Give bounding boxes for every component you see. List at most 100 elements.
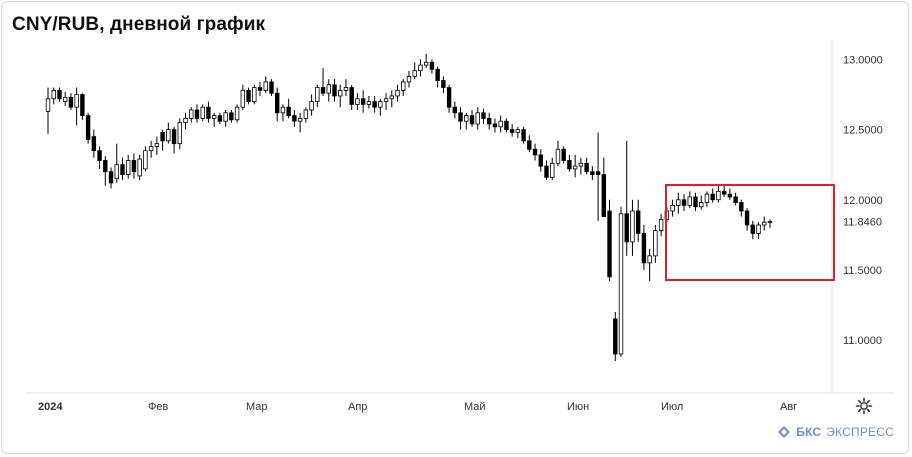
candle-body: [246, 89, 251, 102]
candle-body: [572, 165, 578, 170]
candle-body: [395, 89, 400, 97]
candle-body: [429, 61, 435, 70]
candle-body: [137, 158, 142, 177]
candle-body: [257, 87, 263, 91]
candle-body: [309, 101, 314, 111]
candle-body: [303, 109, 309, 119]
settings-gear-icon[interactable]: [855, 397, 873, 415]
candle-body: [704, 193, 710, 203]
candle-body: [194, 109, 200, 119]
candle-body: [681, 199, 687, 206]
candle-body: [131, 160, 137, 173]
candle-body: [338, 89, 343, 97]
candle-body: [120, 164, 125, 175]
candle-body: [538, 154, 543, 167]
candle-body: [378, 101, 383, 108]
candle-body: [693, 196, 698, 208]
candle-body: [240, 89, 246, 108]
candle-body: [62, 96, 68, 102]
y-tick-label: 11.0000: [843, 335, 882, 347]
highlight-box: [665, 184, 835, 281]
last-price-label: 11.8460: [843, 216, 882, 228]
candle-body: [739, 202, 744, 212]
candle-body: [641, 233, 647, 264]
candle-body: [217, 115, 223, 122]
candle-body: [595, 171, 601, 175]
candle-body: [464, 115, 469, 122]
candle-body: [211, 115, 217, 119]
candle-body: [521, 129, 526, 142]
candle-body: [561, 148, 566, 161]
y-tick-label: 12.5000: [843, 125, 883, 137]
candle-body: [504, 120, 509, 131]
chart-title: CNY/RUB, дневной график: [12, 14, 266, 35]
candle-body: [177, 122, 182, 145]
candle-body: [544, 165, 549, 178]
candle-body: [710, 193, 715, 201]
candle-body: [189, 109, 194, 119]
candle-body: [108, 171, 114, 184]
candle-body: [618, 213, 624, 355]
candle-body: [68, 96, 74, 108]
candle-body: [383, 98, 389, 102]
candle-body: [154, 143, 160, 147]
candle-body: [229, 112, 234, 121]
x-tick-label: Апр: [348, 401, 367, 413]
candle-body: [292, 115, 297, 122]
y-tick-label: 11.5000: [843, 265, 882, 277]
candle-body: [349, 87, 354, 105]
candle-body: [423, 61, 429, 66]
candle-body: [446, 87, 452, 108]
candle-body: [527, 140, 532, 150]
candle-body: [699, 202, 704, 208]
candle-body: [343, 87, 349, 91]
candle-body: [515, 129, 521, 133]
candle-body: [767, 220, 773, 223]
brand-logo: БКС ЭКСПРЕСС: [777, 425, 894, 439]
candle-body: [355, 98, 360, 105]
candle-body: [280, 106, 286, 114]
candle-body: [320, 87, 326, 94]
candle-body: [498, 120, 503, 128]
candle-body: [624, 213, 629, 243]
x-tick-label: Июн: [567, 401, 589, 413]
candle-body: [326, 84, 331, 94]
candle-body: [744, 210, 750, 226]
candle-body: [406, 75, 412, 83]
candle-body: [143, 150, 148, 170]
bcs-logo-icon: [778, 426, 791, 438]
x-tick-label: Июл: [661, 401, 683, 413]
candle-body: [567, 160, 572, 170]
candle-body: [607, 210, 612, 278]
candle-body: [74, 94, 79, 108]
candle-body: [171, 129, 177, 145]
candle-body: [103, 160, 108, 173]
candle-body: [727, 193, 733, 198]
candle-body: [687, 196, 692, 206]
candle-body: [57, 89, 62, 100]
candle-body: [366, 101, 372, 105]
candle-body: [670, 204, 675, 212]
candle-body: [286, 106, 291, 116]
candle-body: [492, 123, 498, 128]
candle-body: [756, 224, 761, 234]
candle-body: [733, 196, 738, 203]
candle-body: [183, 118, 188, 124]
candle-body: [418, 64, 423, 72]
candle-body: [555, 148, 561, 164]
candle-body: [716, 190, 721, 201]
candle-body: [223, 112, 228, 122]
candle-body: [550, 162, 555, 178]
candle-body: [658, 218, 664, 232]
candle-body: [263, 81, 268, 91]
candle-body: [475, 112, 480, 125]
candle-body: [274, 92, 280, 114]
y-tick-label: 13.0000: [843, 55, 883, 67]
candle-body: [412, 70, 417, 77]
candle-body: [332, 84, 337, 97]
candle-body: [458, 112, 463, 122]
candle-body: [160, 132, 165, 142]
candle-body: [762, 221, 767, 226]
